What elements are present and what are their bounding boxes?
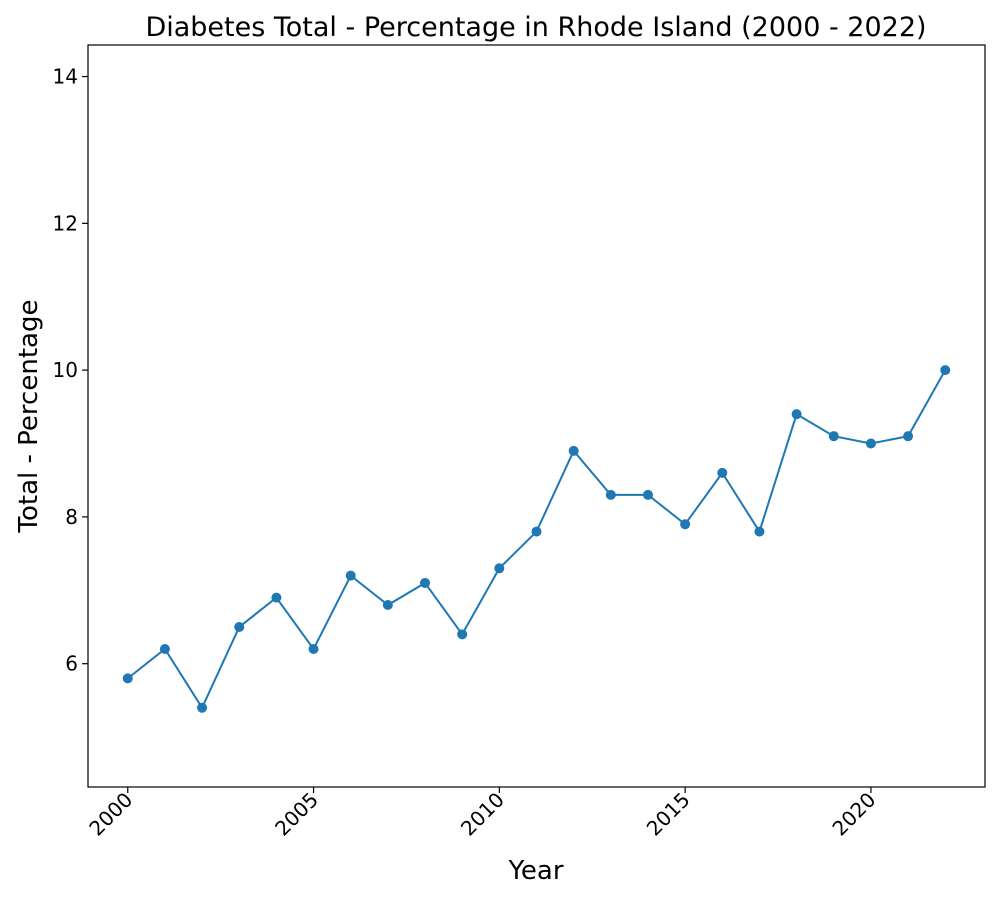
data-point <box>159 644 170 655</box>
chart-title: Diabetes Total - Percentage in Rhode Isl… <box>145 12 926 43</box>
data-point <box>791 409 802 420</box>
data-point <box>568 445 579 456</box>
data-point <box>197 702 208 713</box>
data-point <box>605 489 616 500</box>
data-point <box>865 438 876 449</box>
plot-area-frame <box>87 44 986 788</box>
data-point <box>308 644 319 655</box>
data-point <box>122 673 133 684</box>
data-point <box>457 629 468 640</box>
data-point <box>382 599 393 610</box>
data-point <box>680 519 691 530</box>
data-point <box>271 592 282 603</box>
x-axis-label: Year <box>507 856 563 886</box>
y-tick-label: 6 <box>65 652 78 676</box>
y-axis-ticks: 6 8 10 12 14 <box>53 65 88 676</box>
data-point <box>903 431 914 442</box>
y-axis-label: Total - Percentage <box>14 300 44 534</box>
y-tick-label: 12 <box>53 211 78 235</box>
data-point <box>642 489 653 500</box>
series-points <box>122 365 951 713</box>
data-point <box>717 467 728 478</box>
y-tick-label: 10 <box>53 358 78 382</box>
data-point <box>940 365 951 376</box>
data-point <box>345 570 356 581</box>
y-tick-label: 8 <box>65 505 78 529</box>
data-point <box>494 563 505 574</box>
data-point <box>234 622 245 633</box>
data-point <box>828 431 839 442</box>
data-point <box>531 526 542 537</box>
data-point <box>420 577 431 588</box>
y-tick-label: 14 <box>53 65 78 89</box>
data-point <box>754 526 765 537</box>
